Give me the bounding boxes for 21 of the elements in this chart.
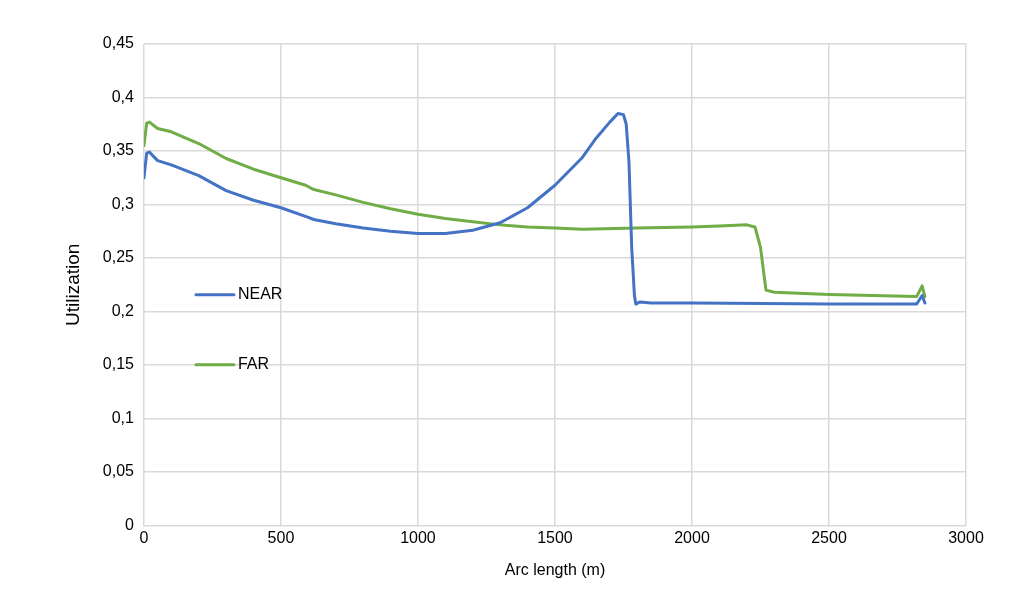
x-tick-label: 0 — [139, 528, 149, 546]
y-tick-label: 0,45 — [102, 34, 135, 52]
y-tick-label: 0,2 — [111, 301, 135, 319]
x-tick-label: 1000 — [400, 528, 436, 546]
x-axis-title: Arc length (m) — [504, 560, 606, 578]
y-tick-label: 0,3 — [111, 194, 135, 212]
x-tick-label: 2000 — [674, 528, 710, 546]
legend-label: FAR — [237, 355, 270, 373]
y-tick-label: 0,35 — [102, 141, 135, 159]
y-tick-label: 0,4 — [111, 87, 135, 105]
y-tick-label: 0,1 — [111, 408, 135, 426]
y-axis-title: Utilization — [61, 243, 83, 326]
x-tick-label: 3000 — [948, 528, 984, 546]
y-tick-label: 0,15 — [102, 355, 135, 373]
legend-label: NEAR — [237, 285, 283, 303]
y-tick-label: 0 — [125, 516, 135, 534]
y-tick-label: 0,25 — [102, 248, 135, 266]
x-tick-label: 2500 — [811, 528, 847, 546]
x-tick-label: 1500 — [537, 528, 573, 546]
y-tick-label: 0,05 — [102, 462, 135, 480]
x-tick-label: 500 — [267, 528, 295, 546]
